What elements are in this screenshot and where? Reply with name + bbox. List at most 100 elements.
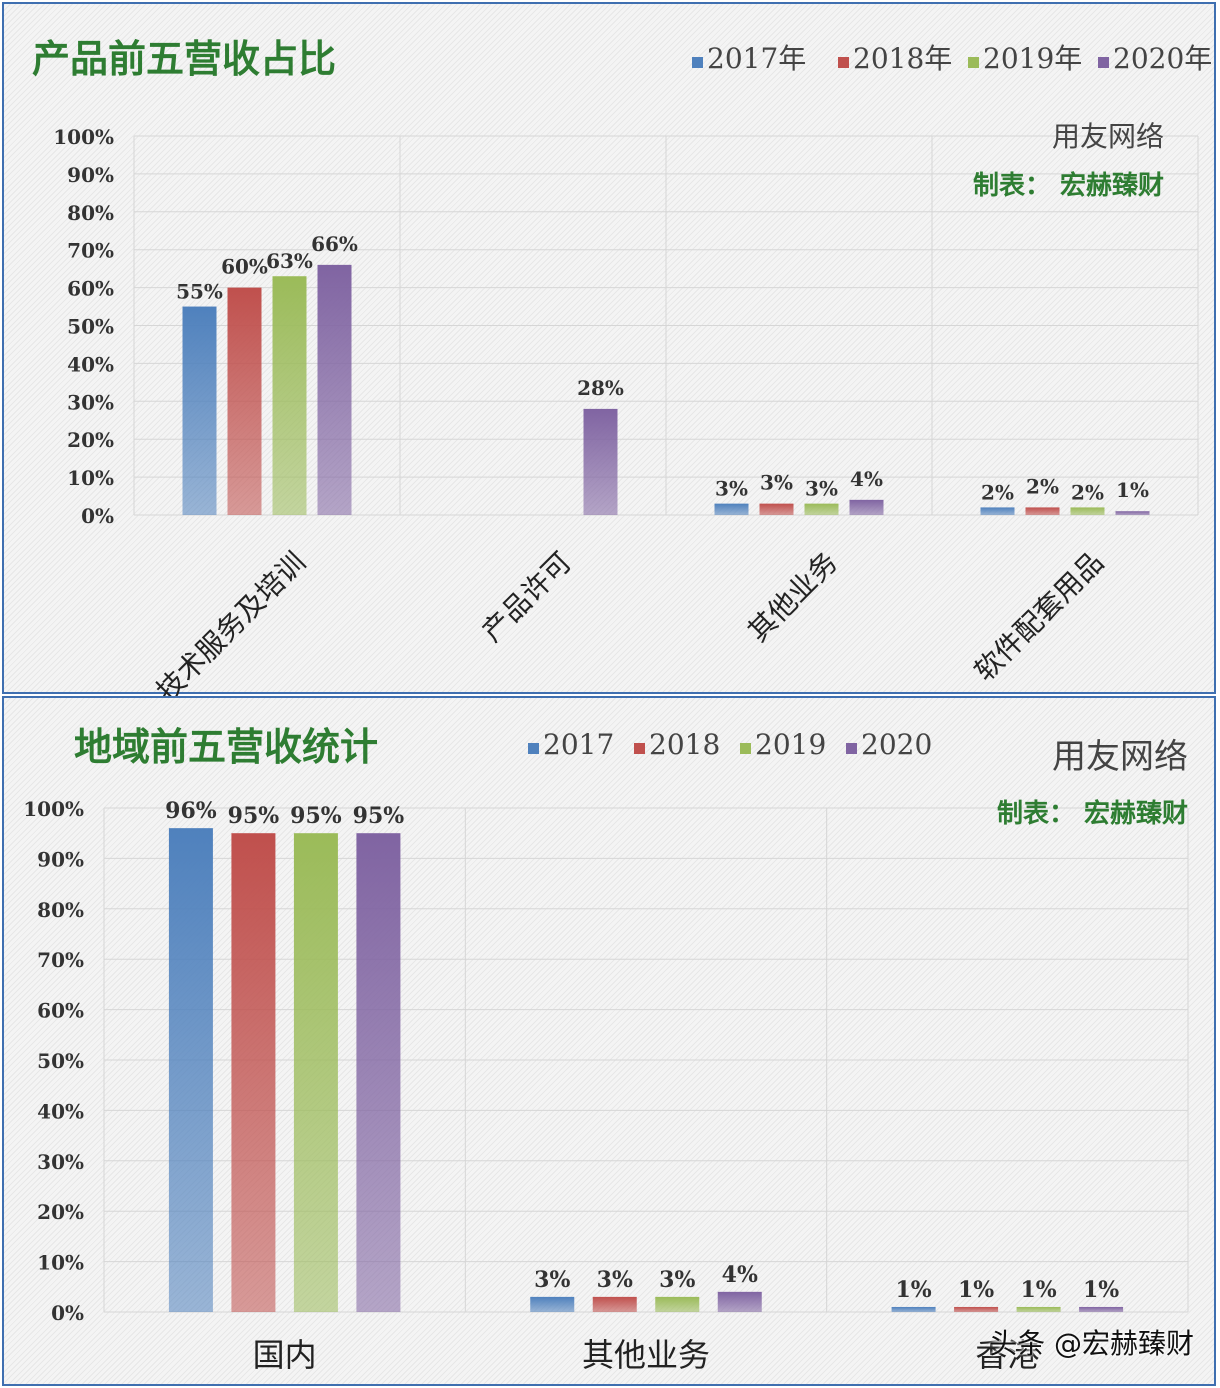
data-label: 3% bbox=[659, 1267, 695, 1293]
product-revenue-chart-panel: 产品前五营收占比 2017年 2018年 2019年 2020年 0% 10% 20% 30% 4… bbox=[2, 2, 1216, 696]
y-tick-label: 80% bbox=[67, 201, 114, 225]
y-tick-label: 60% bbox=[37, 999, 84, 1023]
y-tick-label: 40% bbox=[67, 352, 114, 376]
data-label: 2% bbox=[1071, 480, 1104, 504]
data-label: 1% bbox=[1116, 478, 1149, 502]
bar-2020 bbox=[356, 833, 401, 1312]
y-tick-label: 80% bbox=[37, 898, 84, 922]
data-label: 95% bbox=[290, 803, 342, 829]
legend-swatch-2020 bbox=[1098, 57, 1109, 68]
y-tick-label: 70% bbox=[37, 948, 84, 972]
y-tick-label: 90% bbox=[37, 847, 84, 871]
data-label: 95% bbox=[228, 803, 280, 829]
bar-2017 bbox=[530, 1296, 575, 1312]
legend-swatch-2017 bbox=[528, 743, 539, 754]
data-label: 96% bbox=[165, 798, 217, 824]
data-label: 3% bbox=[715, 477, 748, 501]
bar-2018 bbox=[954, 1306, 999, 1312]
data-label: 1% bbox=[1020, 1277, 1056, 1303]
bar-2017 bbox=[980, 507, 1015, 515]
bar-2020 bbox=[849, 499, 884, 515]
legend-label-2018: 2018 bbox=[649, 728, 720, 761]
bar-2017 bbox=[182, 306, 217, 515]
y-tick-label: 100% bbox=[53, 125, 114, 149]
data-label: 3% bbox=[597, 1267, 633, 1293]
bar-2018 bbox=[227, 287, 262, 515]
y-tick-label: 70% bbox=[67, 239, 114, 263]
legend-swatch-2020 bbox=[846, 743, 857, 754]
data-label: 28% bbox=[577, 376, 624, 400]
category-label: 香港 bbox=[975, 1336, 1039, 1374]
bar-2017 bbox=[168, 828, 213, 1312]
bar-2020 bbox=[1079, 1306, 1124, 1312]
y-tick-label: 20% bbox=[67, 428, 114, 452]
y-tick-label: 0% bbox=[51, 1301, 84, 1325]
data-label: 3% bbox=[534, 1267, 570, 1293]
region-revenue-chart: 地域前五营收统计 2017 2018 2019 2020 0% 10% 20% 30% 40% 50… bbox=[23, 724, 1189, 1374]
note-author: 制表： 宏赫臻财 bbox=[997, 798, 1188, 829]
region-revenue-chart-panel: 地域前五营收统计 2017 2018 2019 2020 0% 10% 20% 30% 40% 50… bbox=[2, 696, 1216, 1386]
bar-2019 bbox=[655, 1296, 700, 1312]
data-label: 55% bbox=[176, 280, 223, 304]
legend-swatch-2019 bbox=[740, 743, 751, 754]
category-label: 其他业务 bbox=[582, 1336, 710, 1374]
y-tick-label: 20% bbox=[37, 1200, 84, 1224]
y-tick-label: 50% bbox=[67, 315, 114, 339]
bar-2018 bbox=[1025, 507, 1060, 515]
data-label: 1% bbox=[895, 1277, 931, 1303]
data-label: 66% bbox=[311, 232, 358, 256]
data-label: 4% bbox=[850, 467, 883, 491]
legend-swatch-2019 bbox=[968, 57, 979, 68]
bar-2018 bbox=[592, 1296, 637, 1312]
bar-2018 bbox=[759, 503, 794, 515]
bar-2017 bbox=[714, 503, 749, 515]
bar-2017 bbox=[891, 1306, 936, 1312]
watermark: 头条 @宏赫臻财 bbox=[989, 1327, 1194, 1360]
legend-swatch-2018 bbox=[838, 57, 849, 68]
y-tick-label: 30% bbox=[37, 1150, 84, 1174]
data-label: 2% bbox=[1026, 474, 1059, 498]
chart-title: 地域前五营收统计 bbox=[74, 724, 378, 769]
note-author: 制表： 宏赫臻财 bbox=[973, 170, 1164, 201]
note-company: 用友网络 bbox=[1052, 120, 1164, 153]
y-tick-label: 90% bbox=[67, 163, 114, 187]
legend-label-2018: 2018年 bbox=[853, 42, 952, 75]
bar-2019 bbox=[1070, 507, 1105, 515]
bar-2020 bbox=[583, 408, 618, 515]
data-label: 3% bbox=[805, 477, 838, 501]
data-label: 60% bbox=[221, 255, 268, 279]
data-label: 95% bbox=[353, 803, 405, 829]
category-label: 软件配套用品 bbox=[968, 546, 1110, 688]
y-tick-label: 10% bbox=[37, 1251, 84, 1275]
y-tick-label: 30% bbox=[67, 390, 114, 414]
y-tick-label: 60% bbox=[67, 277, 114, 301]
y-tick-label: 40% bbox=[37, 1099, 84, 1123]
y-tick-label: 10% bbox=[67, 466, 114, 490]
legend-swatch-2018 bbox=[634, 743, 645, 754]
legend-label-2019: 2019年 bbox=[983, 42, 1082, 75]
legend-label-2020: 2020 bbox=[861, 728, 932, 761]
data-label: 3% bbox=[760, 471, 793, 495]
note-company: 用友网络 bbox=[1052, 737, 1188, 777]
legend-label-2017: 2017 bbox=[543, 728, 614, 761]
chart-title: 产品前五营收占比 bbox=[32, 36, 336, 81]
y-tick-label: 0% bbox=[81, 504, 114, 528]
legend-label-2019: 2019 bbox=[755, 728, 826, 761]
bar-2019 bbox=[804, 503, 839, 515]
data-label: 1% bbox=[958, 1277, 994, 1303]
data-label: 2% bbox=[981, 480, 1014, 504]
bar-2019 bbox=[1016, 1306, 1061, 1312]
bar-2019 bbox=[293, 833, 338, 1312]
bar-2018 bbox=[231, 833, 276, 1312]
legend-swatch-2017 bbox=[692, 57, 703, 68]
legend-label-2020: 2020年 bbox=[1113, 42, 1212, 75]
data-label: 63% bbox=[266, 249, 313, 273]
data-label: 4% bbox=[722, 1262, 758, 1288]
data-label: 1% bbox=[1083, 1277, 1119, 1303]
category-label: 技术服务及培训 bbox=[150, 546, 312, 696]
legend-label-2017: 2017年 bbox=[707, 42, 806, 75]
bar-2020 bbox=[1115, 511, 1150, 515]
bar-2019 bbox=[272, 276, 307, 515]
category-label: 其他业务 bbox=[741, 546, 844, 649]
bar-2020 bbox=[317, 264, 352, 515]
